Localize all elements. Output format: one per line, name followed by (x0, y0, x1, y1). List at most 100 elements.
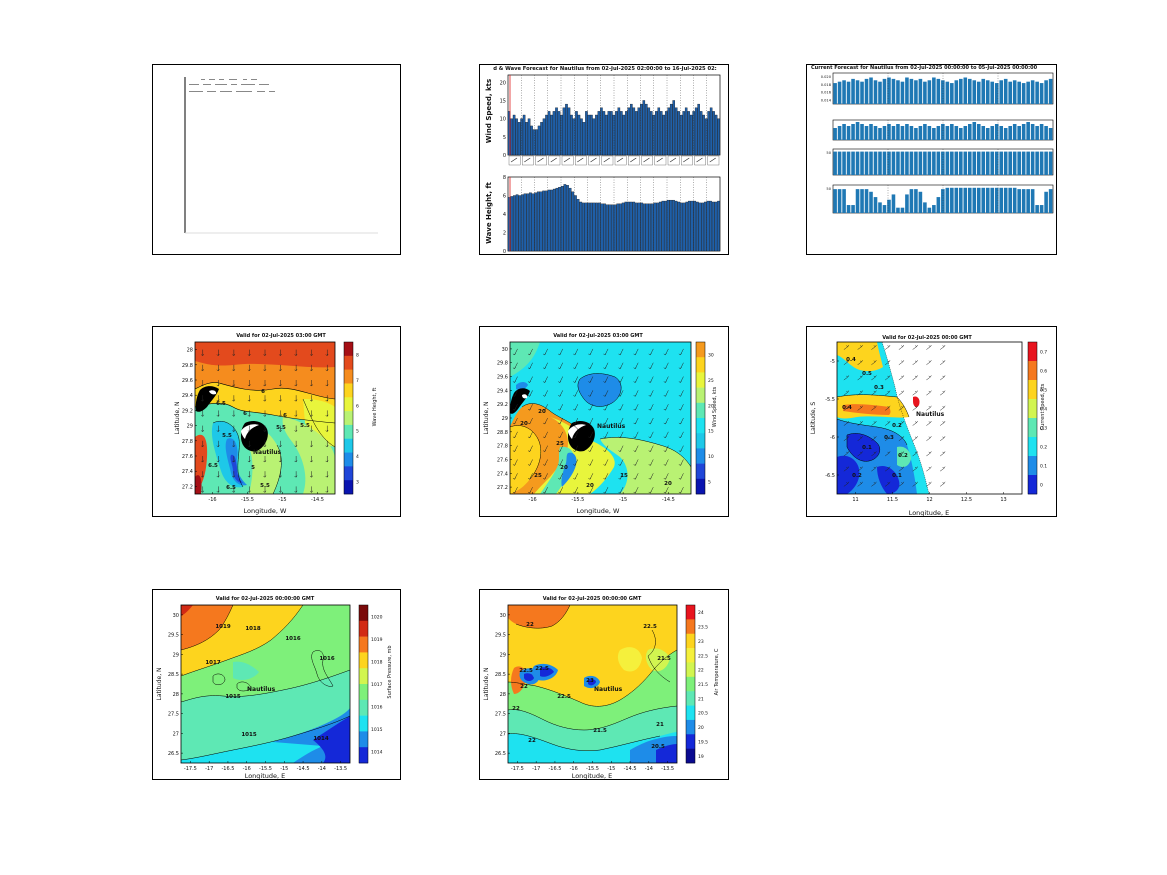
bar (976, 151, 981, 175)
pressure-map-xlabel: Longitude, E (245, 772, 286, 780)
bar (669, 103, 673, 156)
vector-arrow-head (216, 369, 220, 372)
y-tick-label: 27.4 (497, 471, 508, 477)
vector-arrow-head (573, 394, 577, 397)
wave-height-map: Valid for 02-Jul-2025 03:00 GMT (174, 333, 378, 515)
pressure-map-cbar-label: Surface Pressure, mb (387, 645, 393, 698)
contour-label: 6 (261, 389, 265, 395)
bar (941, 124, 945, 140)
vector-arrow-head (914, 360, 918, 363)
vector-arrow-head (846, 405, 850, 408)
direction-cell (667, 155, 680, 166)
vector-arrow (926, 483, 931, 487)
wind-bars: 0 5 10 15 20 (500, 74, 721, 166)
colorbar-tick-label: 7 (356, 378, 359, 384)
x-tick-label: -15.5 (586, 766, 599, 772)
bar (905, 194, 909, 213)
bar (620, 111, 623, 156)
vector-arrow-head (527, 422, 531, 425)
vector-arrow-head (618, 449, 622, 452)
vector-arrow (898, 376, 904, 381)
vector-arrow-head (325, 429, 329, 432)
direction-cell (535, 155, 547, 166)
bar (914, 128, 918, 140)
bar (525, 122, 528, 156)
bar (860, 124, 864, 140)
bar (985, 80, 990, 104)
y-tick-label: 29.6 (182, 378, 193, 384)
bar (950, 187, 954, 213)
vector-arrow-head (247, 475, 251, 478)
vector-arrow (926, 346, 931, 350)
colorbar-segment (1028, 456, 1037, 476)
x-tick-label: -15 (607, 766, 615, 772)
bar (630, 103, 633, 156)
bar (517, 122, 521, 156)
bar (981, 151, 986, 175)
vector-arrow-head (232, 460, 236, 463)
bar (900, 151, 905, 175)
bar (695, 201, 699, 252)
vector-arrow (912, 346, 917, 350)
bar (959, 78, 963, 104)
vector-arrow-head (928, 466, 932, 469)
contour-label: 23 (586, 678, 594, 684)
bar (990, 151, 995, 175)
bar (574, 195, 577, 252)
bar (855, 151, 860, 175)
y-tick-label: 2 (503, 231, 506, 237)
temp-map-title: Valid for 02-Jul-2025 00:00:00 GMT (543, 596, 642, 602)
vector-arrow-head (263, 353, 267, 356)
colorbar-tick-label: 10 (708, 454, 714, 460)
bar (967, 78, 972, 104)
wave-map-ylabel: Latitude, N (174, 402, 181, 435)
vector-arrow-head (558, 380, 562, 383)
contour-label: 0.2 (898, 453, 908, 459)
bar (959, 128, 963, 140)
vector-arrow (884, 391, 890, 396)
bar (534, 192, 538, 252)
vector-arrow (857, 437, 862, 442)
bar (923, 124, 927, 140)
vector-arrow (926, 452, 931, 457)
vector-arrow-head (678, 477, 682, 480)
vector-arrow (884, 346, 890, 350)
vector-arrow-head (914, 481, 918, 484)
vector-arrow (926, 422, 931, 426)
colorbar-tick-label: 8 (356, 353, 359, 359)
vector-arrow-head (928, 390, 932, 393)
vector-arrow-head (942, 466, 946, 469)
vector-arrow-head (309, 460, 313, 463)
bar (954, 151, 959, 175)
colorbar-frame (1027, 341, 1038, 495)
vector-arrow-head (618, 394, 622, 397)
colorbar-tick-label: 1019 (371, 637, 383, 643)
bar (605, 204, 609, 252)
vector-arrow-head (216, 399, 220, 402)
contour-label: 6 (283, 413, 287, 419)
bar (699, 111, 703, 156)
vector-arrow-head (901, 344, 905, 347)
vector-arrow-head (901, 481, 905, 484)
bar (1026, 81, 1030, 104)
direction-arrow (669, 157, 677, 163)
vector-arrow-head (588, 353, 592, 356)
contour-label: 22 (520, 684, 528, 690)
vector-arrow-head (263, 475, 267, 478)
colorbar-segment (359, 620, 368, 637)
bar (837, 81, 842, 104)
vector-arrow-head (648, 477, 652, 480)
bar (891, 126, 896, 140)
contour-label: 21.5 (657, 656, 671, 662)
vector-arrow-head (648, 436, 652, 439)
bar (891, 78, 896, 104)
colorbar-tick-label: 3 (356, 479, 359, 485)
wind-map-title: Valid for 02-Jul-2025 03:00 GMT (553, 333, 643, 339)
wave-map-site-label: Nautilus (253, 449, 282, 456)
panel-wind-wave-forecast: d & Wave Forecast for Nautilus from 02-J… (479, 64, 729, 255)
bar (650, 111, 653, 156)
colorbar-tick-label: 0 (1040, 483, 1043, 489)
x-tick-label: -15 (278, 497, 286, 503)
bar (1008, 126, 1012, 140)
vector-arrow-head (527, 436, 531, 439)
